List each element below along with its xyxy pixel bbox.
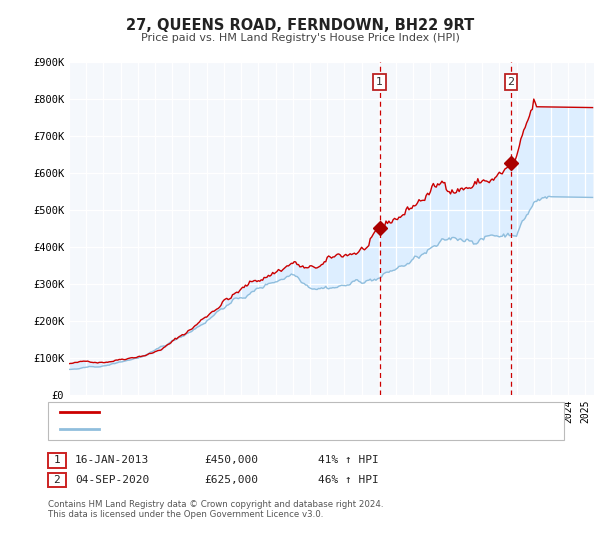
Text: 27, QUEENS ROAD, FERNDOWN, BH22 9RT (detached house): 27, QUEENS ROAD, FERNDOWN, BH22 9RT (det… <box>106 407 423 417</box>
Text: 2: 2 <box>507 77 514 87</box>
Text: 1: 1 <box>376 77 383 87</box>
Text: Contains HM Land Registry data © Crown copyright and database right 2024.
This d: Contains HM Land Registry data © Crown c… <box>48 500 383 519</box>
Text: 46% ↑ HPI: 46% ↑ HPI <box>318 475 379 485</box>
Text: 27, QUEENS ROAD, FERNDOWN, BH22 9RT: 27, QUEENS ROAD, FERNDOWN, BH22 9RT <box>126 18 474 32</box>
Text: 04-SEP-2020: 04-SEP-2020 <box>75 475 149 485</box>
Text: 16-JAN-2013: 16-JAN-2013 <box>75 455 149 465</box>
Text: 41% ↑ HPI: 41% ↑ HPI <box>318 455 379 465</box>
Text: 1: 1 <box>53 455 61 465</box>
Text: 2: 2 <box>53 475 61 485</box>
Text: £625,000: £625,000 <box>204 475 258 485</box>
Text: Price paid vs. HM Land Registry's House Price Index (HPI): Price paid vs. HM Land Registry's House … <box>140 32 460 43</box>
Text: £450,000: £450,000 <box>204 455 258 465</box>
Text: HPI: Average price, detached house, Dorset: HPI: Average price, detached house, Dors… <box>106 424 334 434</box>
